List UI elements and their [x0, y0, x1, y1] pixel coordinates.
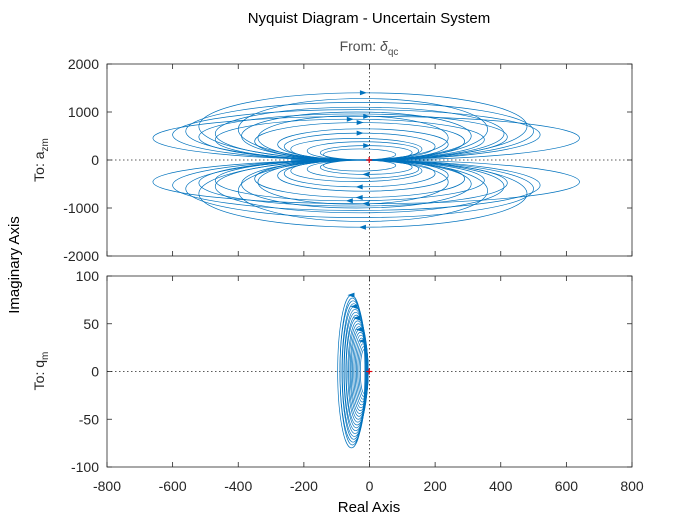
x-tick-label: 0: [366, 478, 374, 494]
y-axis-label: Imaginary Axis: [6, 216, 23, 314]
x-tick-label: -800: [93, 478, 121, 494]
y-tick-label: -100: [71, 459, 99, 475]
x-axis-label: Real Axis: [338, 499, 401, 516]
direction-arrow: [350, 304, 358, 310]
direction-arrow: [363, 143, 371, 149]
direction-arrow: [358, 224, 366, 230]
direction-arrow: [345, 198, 353, 204]
y-tick-label: 1000: [68, 104, 99, 120]
direction-arrow: [356, 120, 364, 126]
direction-arrow: [346, 116, 354, 122]
y-tick-label: -1000: [63, 200, 99, 216]
direction-arrow: [356, 130, 364, 136]
curve-group-bottom: [107, 276, 632, 467]
chart-title: Nyquist Diagram - Uncertain System: [248, 10, 491, 27]
x-tick-label: -200: [290, 478, 318, 494]
panel-qm: 100 50 0 -50 -100 To: qm: [31, 268, 633, 475]
y-tick-label: 0: [91, 152, 99, 168]
direction-arrow: [358, 338, 366, 344]
direction-arrow: [355, 184, 363, 190]
y-ticks-top: 2000 1000 0 -1000 -2000: [63, 56, 633, 264]
output-label-qm: To: qm: [31, 352, 51, 391]
x-tick-label: -400: [224, 478, 252, 494]
y-tick-label: 2000: [68, 56, 99, 72]
curve-group-top: [107, 64, 632, 256]
y-tick-label: -2000: [63, 248, 99, 264]
input-label: From: δqc: [340, 38, 399, 58]
y-tick-label: -50: [79, 411, 99, 427]
y-ticks-bottom: 100 50 0 -50 -100: [71, 268, 633, 475]
output-label-azm: To: azm: [31, 138, 51, 182]
y-tick-label: 0: [91, 364, 99, 380]
direction-arrow: [347, 292, 355, 298]
direction-arrow: [353, 315, 361, 321]
direction-arrow: [355, 194, 363, 200]
direction-arrow: [355, 326, 363, 332]
x-tick-label: 600: [555, 478, 579, 494]
x-ticks: -800 -600 -400 -200 0 200 400 600 800: [93, 478, 644, 494]
x-tick-label: 200: [423, 478, 447, 494]
direction-arrow: [359, 90, 367, 96]
y-tick-label: 50: [83, 316, 99, 332]
panel-azm: 2000 1000 0 -1000 -2000 To: azm: [31, 56, 633, 264]
x-tick-label: -600: [159, 478, 187, 494]
direction-arrow: [362, 171, 370, 177]
y-tick-label: 100: [76, 268, 100, 284]
x-tick-label: 800: [620, 478, 644, 494]
x-tick-label: 400: [489, 478, 513, 494]
